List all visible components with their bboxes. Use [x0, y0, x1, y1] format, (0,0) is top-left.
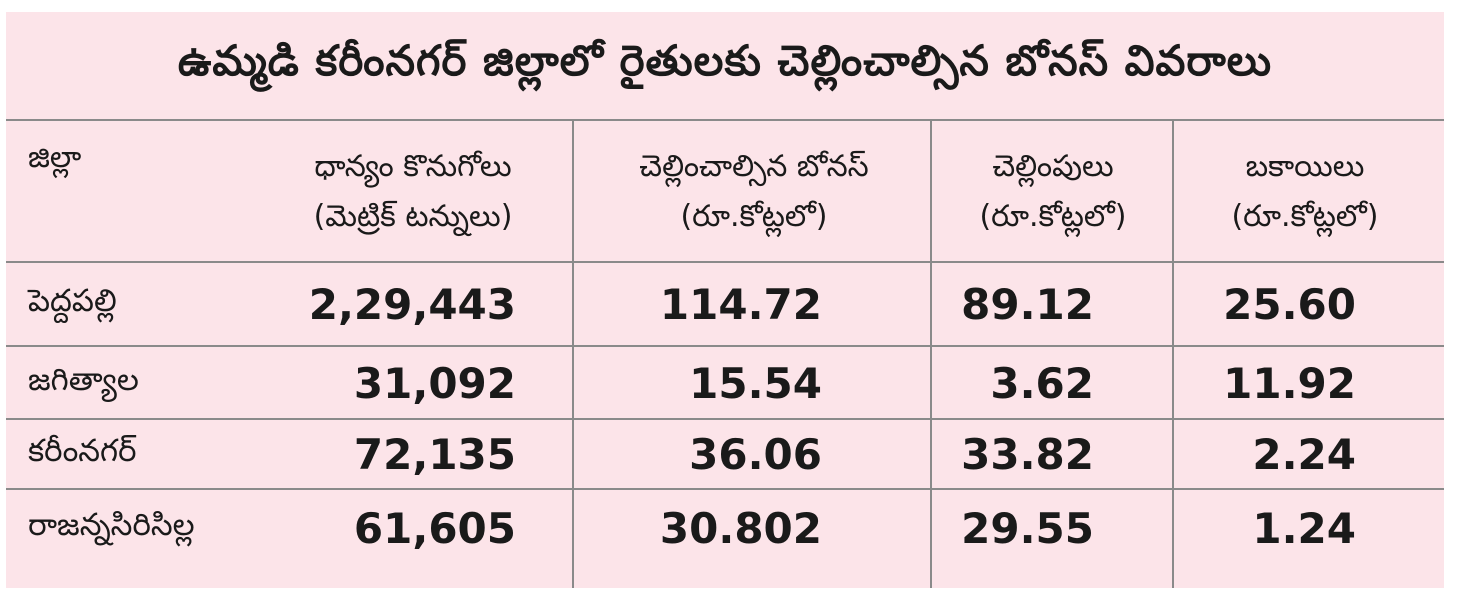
divider — [6, 418, 1444, 420]
row-procurement: 31,092 — [353, 358, 516, 408]
header-dues-unit: (రూ.కోట్లలో) — [1231, 199, 1379, 234]
header-payments: చెల్లింపులు (రూ.కోట్లలో) — [938, 127, 1168, 257]
divider — [6, 488, 1444, 490]
row-procurement: 72,135 — [353, 429, 516, 479]
row-bonus: 30.802 — [659, 503, 822, 553]
row-bonus: 15.54 — [689, 358, 822, 408]
row-dues: 2.24 — [1252, 429, 1356, 479]
column-divider — [930, 121, 932, 588]
row-bonus: 36.06 — [689, 429, 822, 479]
header-dues-label: బకాయిలు — [1245, 149, 1365, 184]
row-paid: 89.12 — [961, 279, 1094, 329]
header-payments-label: చెల్లింపులు — [992, 149, 1114, 184]
header-bonus-payable-unit: (రూ.కోట్లలో) — [680, 199, 828, 234]
header-dues: బకాయిలు (రూ.కోట్లలో) — [1180, 127, 1430, 257]
row-paid: 33.82 — [961, 429, 1094, 479]
row-paid: 3.62 — [990, 358, 1094, 408]
row-dues: 11.92 — [1223, 358, 1356, 408]
row-dues: 1.24 — [1252, 503, 1356, 553]
row-dues: 25.60 — [1223, 279, 1356, 329]
column-divider — [1172, 121, 1174, 588]
header-district: జిల్లా — [28, 140, 82, 175]
header-procurement-unit: (మెట్రిక్ టన్నులు) — [313, 199, 513, 234]
row-paid: 29.55 — [961, 503, 1094, 553]
divider — [6, 261, 1444, 263]
table-title: ఉమ్మడి కరీంనగర్ జిల్లాలో రైతులకు చెల్లిం… — [177, 36, 1273, 85]
divider — [6, 345, 1444, 347]
header-procurement: ధాన్యం కొనుగోలు (మెట్రిక్ టన్నులు) — [268, 127, 558, 257]
row-procurement: 61,605 — [353, 503, 516, 553]
row-district: రాజన్నసిరిసిల్ల — [28, 506, 195, 543]
row-district: జగిత్యాల — [28, 361, 139, 398]
header-bonus-payable: చెల్లించాల్సిన బోనస్ (రూ.కోట్లలో) — [584, 127, 924, 257]
bonus-details-card: ఉమ్మడి కరీంనగర్ జిల్లాలో రైతులకు చెల్లిం… — [6, 12, 1444, 588]
header-procurement-label: ధాన్యం కొనుగోలు — [314, 149, 512, 184]
header-payments-unit: (రూ.కోట్లలో) — [979, 199, 1127, 234]
row-bonus: 114.72 — [659, 279, 822, 329]
divider — [6, 119, 1444, 121]
row-procurement: 2,29,443 — [308, 279, 516, 329]
header-bonus-payable-label: చెల్లించాల్సిన బోనస్ — [639, 149, 869, 184]
row-district: పెద్దపల్లి — [28, 282, 117, 319]
column-divider — [572, 121, 574, 588]
row-district: కరీంనగర్ — [28, 432, 137, 469]
